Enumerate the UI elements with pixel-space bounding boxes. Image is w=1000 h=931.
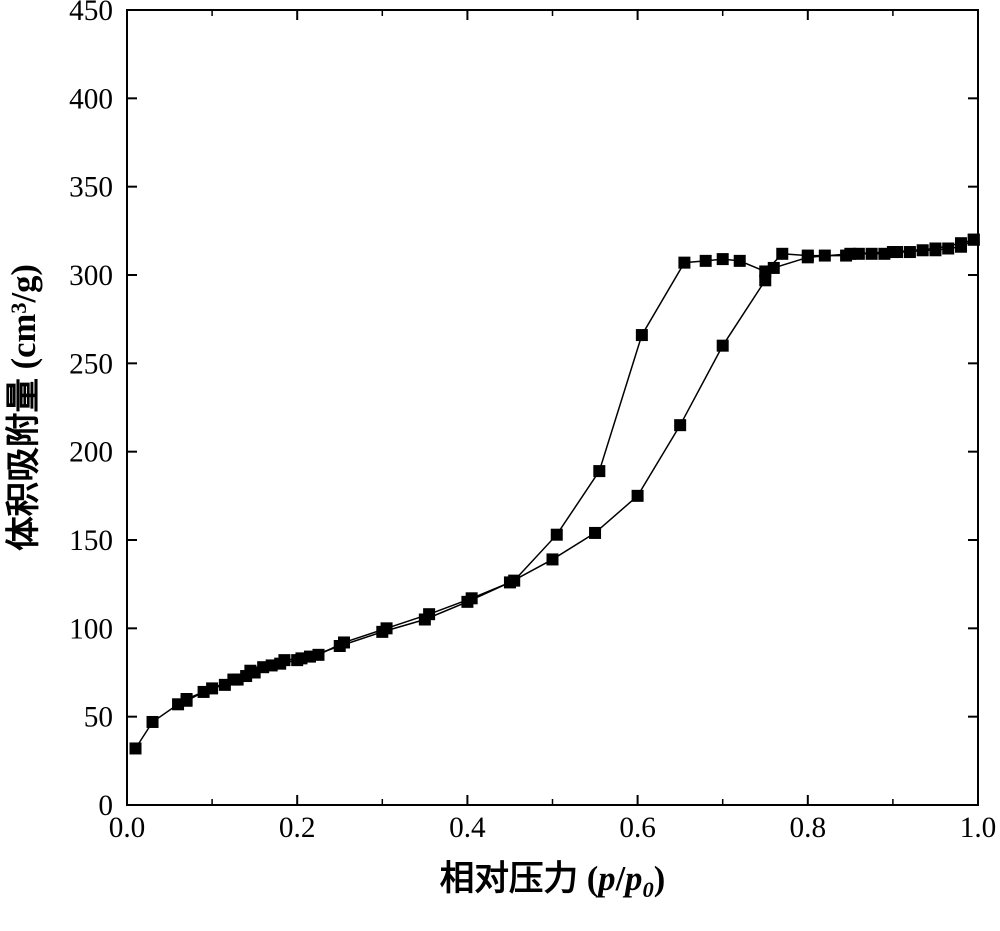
marker-desorption [734, 255, 746, 267]
marker-desorption [955, 241, 967, 253]
marker-adsorption [589, 527, 601, 539]
marker-desorption [278, 654, 290, 666]
chart-bg [0, 0, 1000, 931]
marker-desorption [819, 250, 831, 262]
marker-desorption [257, 661, 269, 673]
chart-svg: 0.0 0.2 0.4 0.6 0.8 1.0 0 50 100 150 200 250 300 350 4… [0, 0, 1000, 931]
marker-desorption [466, 592, 478, 604]
marker-desorption [181, 693, 193, 705]
marker-desorption [717, 253, 729, 265]
marker-desorption [244, 665, 256, 677]
marker-desorption [227, 674, 239, 686]
marker-desorption [295, 652, 307, 664]
marker-desorption [802, 250, 814, 262]
y-tick-label: 100 [69, 613, 113, 645]
marker-desorption [942, 243, 954, 255]
x-tick-label: 0.2 [279, 812, 316, 844]
marker-desorption [381, 622, 393, 634]
y-tick-label: 300 [69, 260, 113, 292]
y-tick-label: 350 [69, 172, 113, 204]
y-tick-label: 450 [69, 0, 113, 27]
marker-desorption [338, 636, 350, 648]
x-tick-label: 0.8 [790, 812, 827, 844]
x-tick-label: 0.0 [109, 812, 146, 844]
marker-desorption [759, 265, 771, 277]
marker-desorption [700, 255, 712, 267]
marker-adsorption [547, 553, 559, 565]
marker-adsorption [674, 419, 686, 431]
marker-desorption [678, 257, 690, 269]
y-tick-label: 0 [98, 790, 113, 822]
marker-desorption [891, 246, 903, 258]
y-tick-label: 250 [69, 348, 113, 380]
marker-adsorption [130, 742, 142, 754]
marker-desorption [929, 244, 941, 256]
marker-adsorption [717, 340, 729, 352]
x-tick-label: 0.6 [619, 812, 656, 844]
marker-desorption [968, 234, 980, 246]
marker-desorption [917, 244, 929, 256]
marker-adsorption [147, 716, 159, 728]
marker-desorption [636, 329, 648, 341]
marker-desorption [853, 248, 865, 260]
x-tick-label: 0.4 [449, 812, 486, 844]
x-axis-label: 相对压力 (p/p0) [440, 860, 665, 902]
marker-desorption [776, 248, 788, 260]
marker-adsorption [632, 490, 644, 502]
marker-desorption [840, 250, 852, 262]
marker-desorption [508, 575, 520, 587]
marker-desorption [423, 608, 435, 620]
y-tick-label: 50 [84, 702, 113, 734]
marker-desorption [878, 248, 890, 260]
x-tick-label: 1.0 [960, 812, 997, 844]
isotherm-chart: 0.0 0.2 0.4 0.6 0.8 1.0 0 50 100 150 200 250 300 350 4… [0, 0, 1000, 931]
marker-desorption [551, 529, 563, 541]
marker-desorption [904, 246, 916, 258]
marker-desorption [866, 248, 878, 260]
y-tick-label: 400 [69, 83, 113, 115]
marker-desorption [593, 465, 605, 477]
y-tick-label: 200 [69, 437, 113, 469]
marker-desorption [312, 649, 324, 661]
y-tick-label: 150 [69, 525, 113, 557]
